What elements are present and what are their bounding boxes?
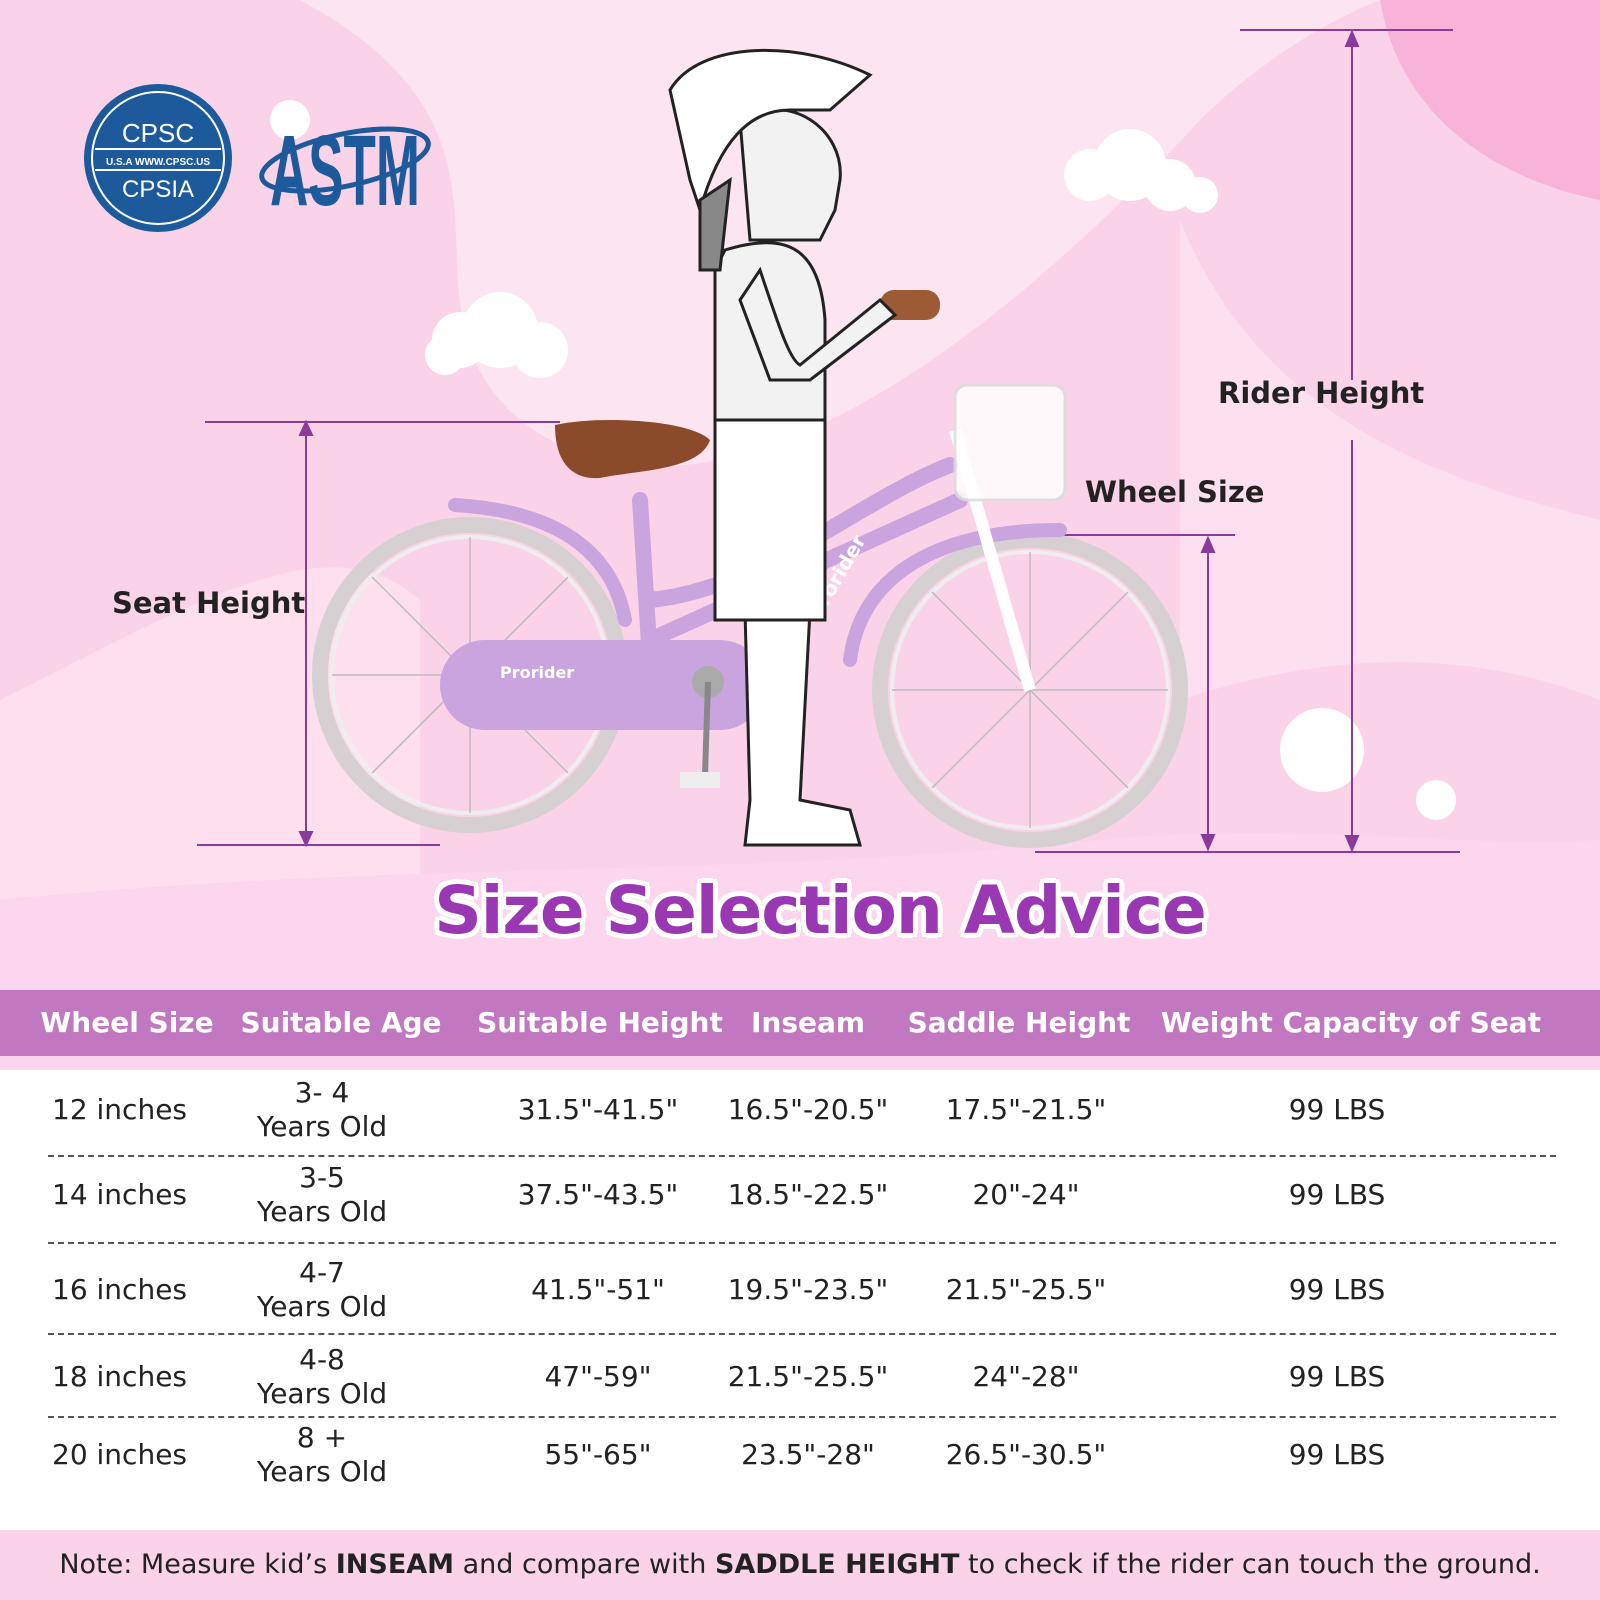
age-unit: Years Old (256, 1290, 388, 1323)
cell-suitable-height: 31.5"-41.5" (517, 1093, 679, 1126)
cloud-icon (425, 292, 568, 378)
cell-wheel-size: 20 inches (52, 1438, 188, 1471)
svg-text:CPSC: CPSC (122, 118, 194, 148)
table-header: Wheel Size Suitable Age Suitable Height … (0, 990, 1600, 1070)
cloud-icon (1064, 129, 1218, 213)
note-middle: and compare with (454, 1549, 715, 1580)
note-inseam: INSEAM (335, 1549, 455, 1580)
age-range: 4-8 (299, 1343, 345, 1376)
astm-logo: ASTM (259, 115, 431, 227)
header-suitable-age: Suitable Age (240, 1006, 442, 1039)
note-saddle-height: SADDLE HEIGHT (714, 1549, 960, 1580)
cell-saddle-height: 17.5"-21.5" (945, 1093, 1107, 1126)
header-saddle-height: Saddle Height (907, 1006, 1131, 1039)
svg-text:ASTM: ASTM (270, 115, 420, 227)
cell-saddle-height: 21.5"-25.5" (945, 1273, 1107, 1306)
note-prefix: Note: Measure kid’s (59, 1549, 336, 1580)
row-divider (48, 1333, 1556, 1335)
cell-suitable-height: 41.5"-51" (531, 1273, 665, 1306)
cell-weight-capacity: 99 LBS (1288, 1178, 1386, 1211)
cell-inseam: 19.5"-23.5" (727, 1273, 889, 1306)
age-unit: Years Old (256, 1195, 388, 1228)
wheel-size-label: Wheel Size (1085, 475, 1265, 509)
cell-suitable-height: 37.5"-43.5" (517, 1178, 679, 1211)
age-unit: Years Old (256, 1455, 388, 1488)
cell-wheel-size: 12 inches (52, 1093, 188, 1126)
cell-suitable-age: 8 + Years Old (257, 1421, 387, 1489)
age-range: 8 + (296, 1421, 348, 1454)
cell-saddle-height: 26.5"-30.5" (945, 1438, 1107, 1471)
page-title: Size Selection Advice (434, 872, 1206, 949)
cell-inseam: 16.5"-20.5" (727, 1093, 889, 1126)
age-unit: Years Old (256, 1377, 388, 1410)
cell-saddle-height: 24"-28" (972, 1360, 1080, 1393)
cell-inseam: 18.5"-22.5" (727, 1178, 889, 1211)
row-divider (48, 1416, 1556, 1418)
svg-text:U.S.A WWW.CPSC.US: U.S.A WWW.CPSC.US (106, 157, 210, 168)
age-unit: Years Old (256, 1110, 388, 1143)
age-range: 3- 4 (294, 1076, 350, 1109)
cell-wheel-size: 18 inches (52, 1360, 188, 1393)
rider-height-label: Rider Height (1218, 376, 1425, 410)
age-range: 4-7 (299, 1256, 345, 1289)
illustration-background: CPSC U.S.A WWW.CPSC.US CPSIA ASTM Pror (0, 0, 1600, 990)
cell-weight-capacity: 99 LBS (1288, 1438, 1386, 1471)
cell-inseam: 21.5"-25.5" (727, 1360, 889, 1393)
seat-height-label: Seat Height (112, 586, 306, 620)
cell-weight-capacity: 99 LBS (1288, 1360, 1386, 1393)
cell-wheel-size: 14 inches (52, 1178, 188, 1211)
row-divider (48, 1242, 1556, 1244)
header-weight-capacity: Weight Capacity of Seat (1160, 1006, 1542, 1039)
age-range: 3-5 (299, 1161, 345, 1194)
note: Note: Measure kid’s INSEAM and compare w… (0, 1530, 1600, 1600)
cell-saddle-height: 20"-24" (972, 1178, 1080, 1211)
cell-suitable-age: 4-7 Years Old (257, 1256, 387, 1324)
cell-wheel-size: 16 inches (52, 1273, 188, 1306)
svg-text:CPSIA: CPSIA (122, 176, 194, 203)
cell-weight-capacity: 99 LBS (1288, 1093, 1386, 1126)
note-suffix: to check if the rider can touch the grou… (959, 1549, 1541, 1580)
cell-inseam: 23.5"-28" (741, 1438, 875, 1471)
dimension-lines (197, 29, 1460, 853)
cell-suitable-height: 55"-65" (544, 1438, 652, 1471)
cell-suitable-age: 3- 4 Years Old (257, 1076, 387, 1144)
cpsc-logo: CPSC U.S.A WWW.CPSC.US CPSIA (84, 84, 232, 232)
cell-suitable-age: 3-5 Years Old (257, 1161, 387, 1229)
cell-weight-capacity: 99 LBS (1288, 1273, 1386, 1306)
svg-text:Prorider: Prorider (500, 663, 574, 682)
cell-suitable-height: 47"-59" (544, 1360, 652, 1393)
header-wheel-size: Wheel Size (40, 1006, 214, 1039)
row-divider (48, 1155, 1556, 1157)
child-illustration (668, 48, 898, 847)
header-inseam: Inseam (750, 1006, 866, 1039)
header-suitable-height: Suitable Height (477, 1006, 723, 1039)
cell-suitable-age: 4-8 Years Old (257, 1343, 387, 1411)
size-table: 12 inches 31.5"-41.5" 16.5"-20.5" 17.5"-21.… (0, 1070, 1600, 1530)
